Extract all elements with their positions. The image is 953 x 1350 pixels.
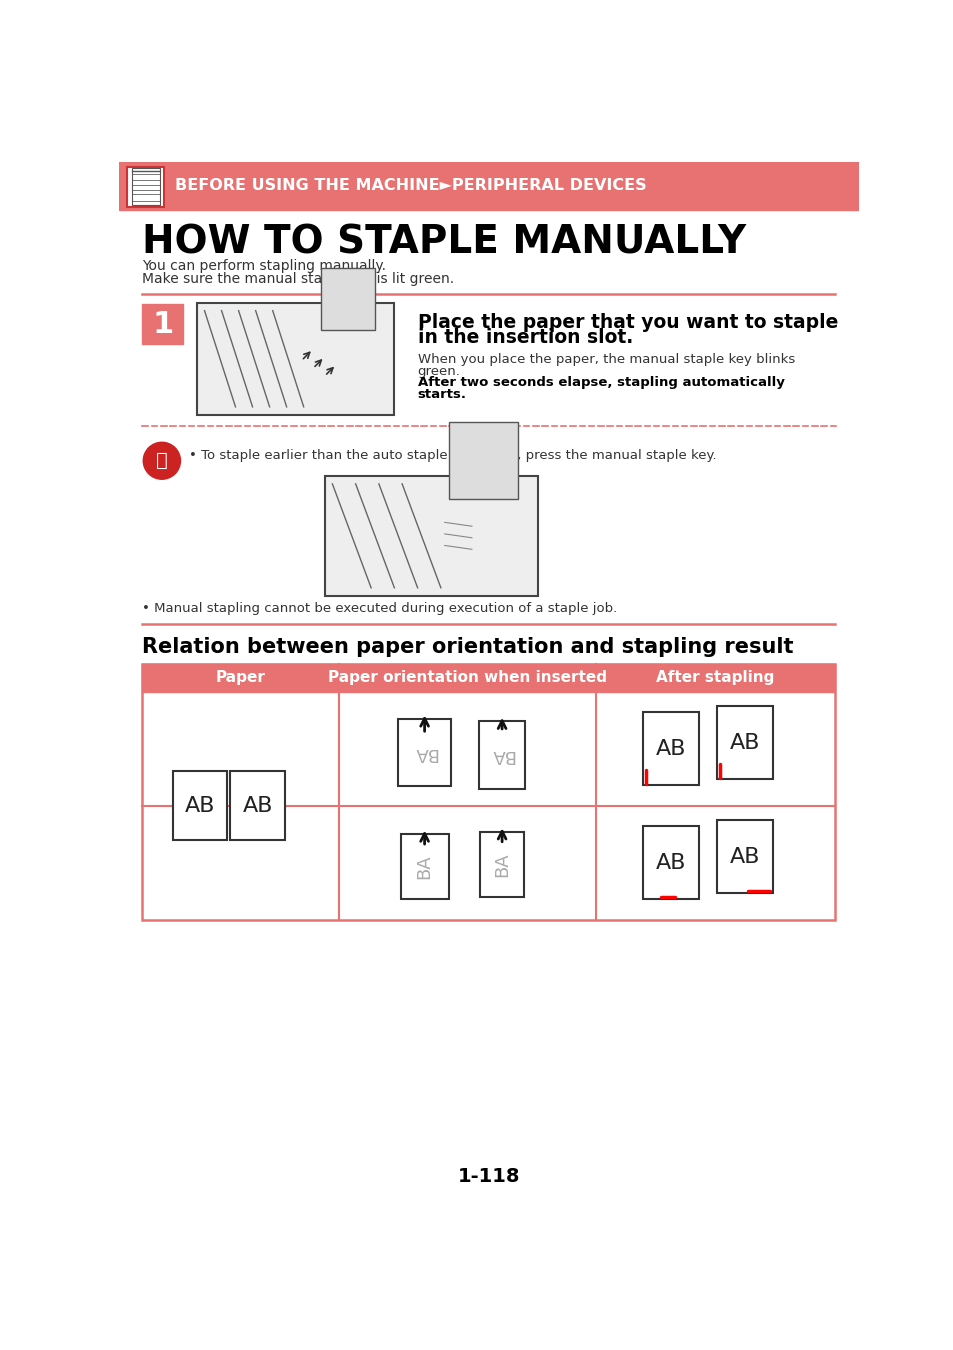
Bar: [142, 664, 835, 691]
Text: Paper: Paper: [215, 671, 265, 686]
Text: 1-118: 1-118: [457, 1168, 519, 1187]
Bar: [231, 771, 284, 840]
Text: BA: BA: [489, 747, 514, 764]
Bar: [642, 826, 698, 899]
Text: AB: AB: [185, 795, 215, 815]
Bar: [196, 302, 394, 414]
Text: in the insertion slot.: in the insertion slot.: [417, 328, 632, 347]
Bar: [172, 771, 227, 840]
Text: Make sure the manual staple key is lit green.: Make sure the manual staple key is lit g…: [142, 273, 455, 286]
Bar: [448, 423, 517, 500]
Text: green.: green.: [417, 364, 460, 378]
Bar: [320, 269, 375, 329]
Text: AB: AB: [729, 846, 760, 867]
Text: Paper orientation when inserted: Paper orientation when inserted: [328, 671, 606, 686]
Bar: [132, 169, 159, 205]
Text: AB: AB: [655, 853, 685, 872]
Text: HOW TO STAPLE MANUALLY: HOW TO STAPLE MANUALLY: [142, 224, 746, 262]
Text: BA: BA: [493, 852, 511, 876]
Bar: [478, 721, 525, 788]
Text: BA: BA: [412, 744, 436, 761]
Bar: [142, 664, 835, 919]
Circle shape: [143, 443, 180, 479]
Text: • To staple earlier than the auto staple start time, press the manual staple key: • To staple earlier than the auto staple…: [189, 448, 716, 462]
Bar: [119, 162, 858, 209]
Text: You can perform stapling manually.: You can perform stapling manually.: [142, 259, 386, 273]
Text: BA: BA: [416, 855, 434, 879]
Bar: [717, 706, 772, 779]
Text: 1: 1: [152, 310, 173, 339]
Bar: [642, 713, 698, 786]
Text: Relation between paper orientation and stapling result: Relation between paper orientation and s…: [142, 637, 793, 657]
Text: BEFORE USING THE MACHINE►PERIPHERAL DEVICES: BEFORE USING THE MACHINE►PERIPHERAL DEVI…: [174, 178, 646, 193]
Text: After two seconds elapse, stapling automatically: After two seconds elapse, stapling autom…: [417, 377, 783, 389]
Text: When you place the paper, the manual staple key blinks: When you place the paper, the manual sta…: [417, 352, 794, 366]
Text: 📎: 📎: [156, 451, 168, 470]
Text: starts.: starts.: [417, 387, 466, 401]
Bar: [397, 718, 451, 787]
Bar: [400, 834, 448, 899]
Bar: [142, 305, 183, 344]
Text: AB: AB: [242, 795, 273, 815]
Bar: [479, 832, 523, 896]
Bar: [717, 819, 772, 894]
Text: AB: AB: [655, 738, 685, 759]
Text: Place the paper that you want to staple: Place the paper that you want to staple: [417, 313, 837, 332]
Bar: [127, 166, 164, 207]
Text: AB: AB: [729, 733, 760, 752]
Text: After stapling: After stapling: [656, 671, 774, 686]
Bar: [324, 477, 537, 595]
Text: • Manual stapling cannot be executed during execution of a staple job.: • Manual stapling cannot be executed dur…: [142, 602, 618, 616]
